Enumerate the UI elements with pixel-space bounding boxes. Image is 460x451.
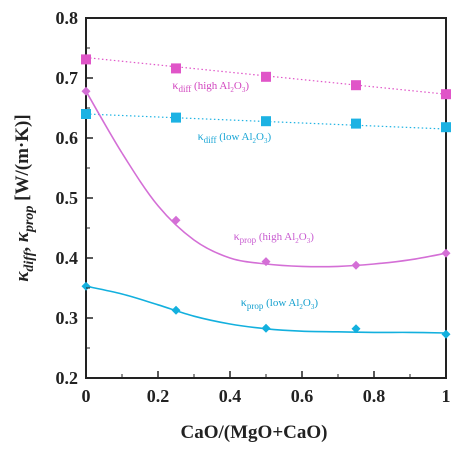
y-tick-label: 0.5 [56, 188, 79, 208]
x-axis-title: CaO/(MgO+CaO) [181, 422, 328, 443]
y-tick-label: 0.8 [56, 8, 79, 28]
y-axis-title: κdiff, κprop [W/(m·K)] [12, 114, 37, 281]
marker-kdiff_low [261, 116, 271, 127]
marker-kdiff_high [81, 54, 91, 65]
y-tick-label: 0.4 [56, 248, 79, 268]
x-tick-label: 0.4 [219, 386, 242, 406]
annotation-ann_kdiff_low: κdiff (low Al2O3) [198, 129, 272, 145]
y-tick-label: 0.2 [56, 368, 79, 388]
marker-kdiff_low [81, 109, 91, 119]
marker-kprop_low [81, 281, 91, 291]
y-axis-ticks: 0.2 0.3 0.4 0.5 0.6 0.7 0.8 [56, 8, 93, 388]
marker-kprop_low [261, 323, 271, 333]
x-tick-label: 1 [442, 386, 451, 406]
annotation-ann_kprop_high: κprop (high Al2O3) [234, 229, 315, 245]
y-tick-label: 0.7 [56, 68, 79, 88]
marker-kprop_high [261, 257, 271, 267]
series-annotations: κdiff (high Al2O3) κdiff (low Al2O3) κprop… [172, 78, 318, 311]
marker-kdiff_high [171, 63, 181, 74]
annotation-ann_kdiff_high: κdiff (high Al2O3) [172, 78, 249, 94]
x-axis-ticks: 0 0.2 0.4 0.6 0.8 1 [82, 371, 451, 406]
marker-kdiff_high [261, 71, 271, 82]
marker-kprop_low [171, 305, 181, 315]
marker-kdiff_low [351, 118, 361, 129]
marker-kdiff_high [351, 80, 361, 91]
marker-kprop_high [351, 260, 361, 270]
marker-kdiff_low [441, 122, 451, 133]
marker-kdiff_high [441, 89, 451, 100]
x-tick-label: 0.2 [147, 386, 170, 406]
x-tick-label: 0 [82, 386, 91, 406]
annotation-ann_kprop_low: κprop (low Al2O3) [241, 295, 319, 311]
marker-kprop_high [81, 86, 91, 96]
marker-kdiff_low [171, 112, 181, 123]
marker-kprop_high [441, 248, 451, 258]
fit-lines [85, 57, 447, 334]
marker-kprop_high [171, 215, 181, 225]
x-tick-label: 0.8 [363, 386, 386, 406]
marker-kprop_low [441, 329, 451, 339]
x-tick-label: 0.6 [291, 386, 314, 406]
marker-kprop_low [351, 324, 361, 334]
y-tick-label: 0.3 [56, 308, 79, 328]
y-tick-label: 0.6 [56, 128, 79, 148]
